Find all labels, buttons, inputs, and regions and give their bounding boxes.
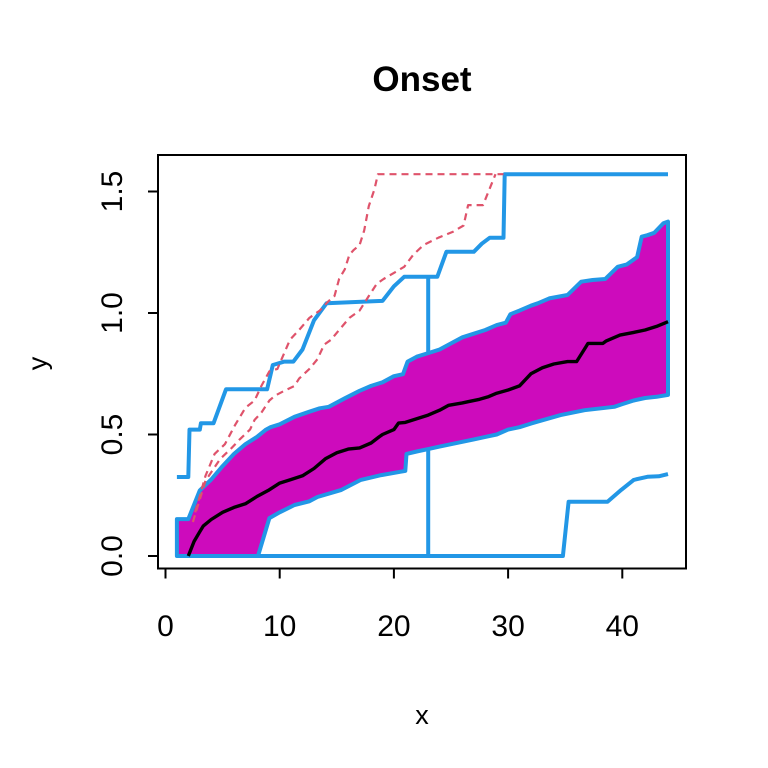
y-tick-label: 1.5 (96, 171, 129, 213)
y-tick-label: 1.0 (96, 292, 129, 334)
series-extreme-path-2 (191, 173, 497, 523)
x-tick-label: 20 (377, 610, 410, 643)
y-axis-label: y (22, 356, 53, 371)
y-tick-label: 0.0 (96, 535, 129, 577)
x-tick-label: 10 (263, 610, 296, 643)
series-median-curve (186, 320, 669, 557)
x-axis-label: x (415, 700, 429, 730)
x-tick-label: 30 (491, 610, 524, 643)
plot-box (157, 154, 687, 570)
series-outer-envelope-upper (176, 172, 668, 479)
plot-title: Onset (372, 60, 472, 99)
x-tick-label: 0 (157, 610, 174, 643)
series-extreme-path-1 (194, 173, 504, 513)
y-tick-label: 0.5 (96, 414, 129, 456)
series-inner-band (174, 219, 670, 558)
x-tick-label: 40 (606, 610, 639, 643)
series-outer-envelope-lower (176, 472, 669, 558)
